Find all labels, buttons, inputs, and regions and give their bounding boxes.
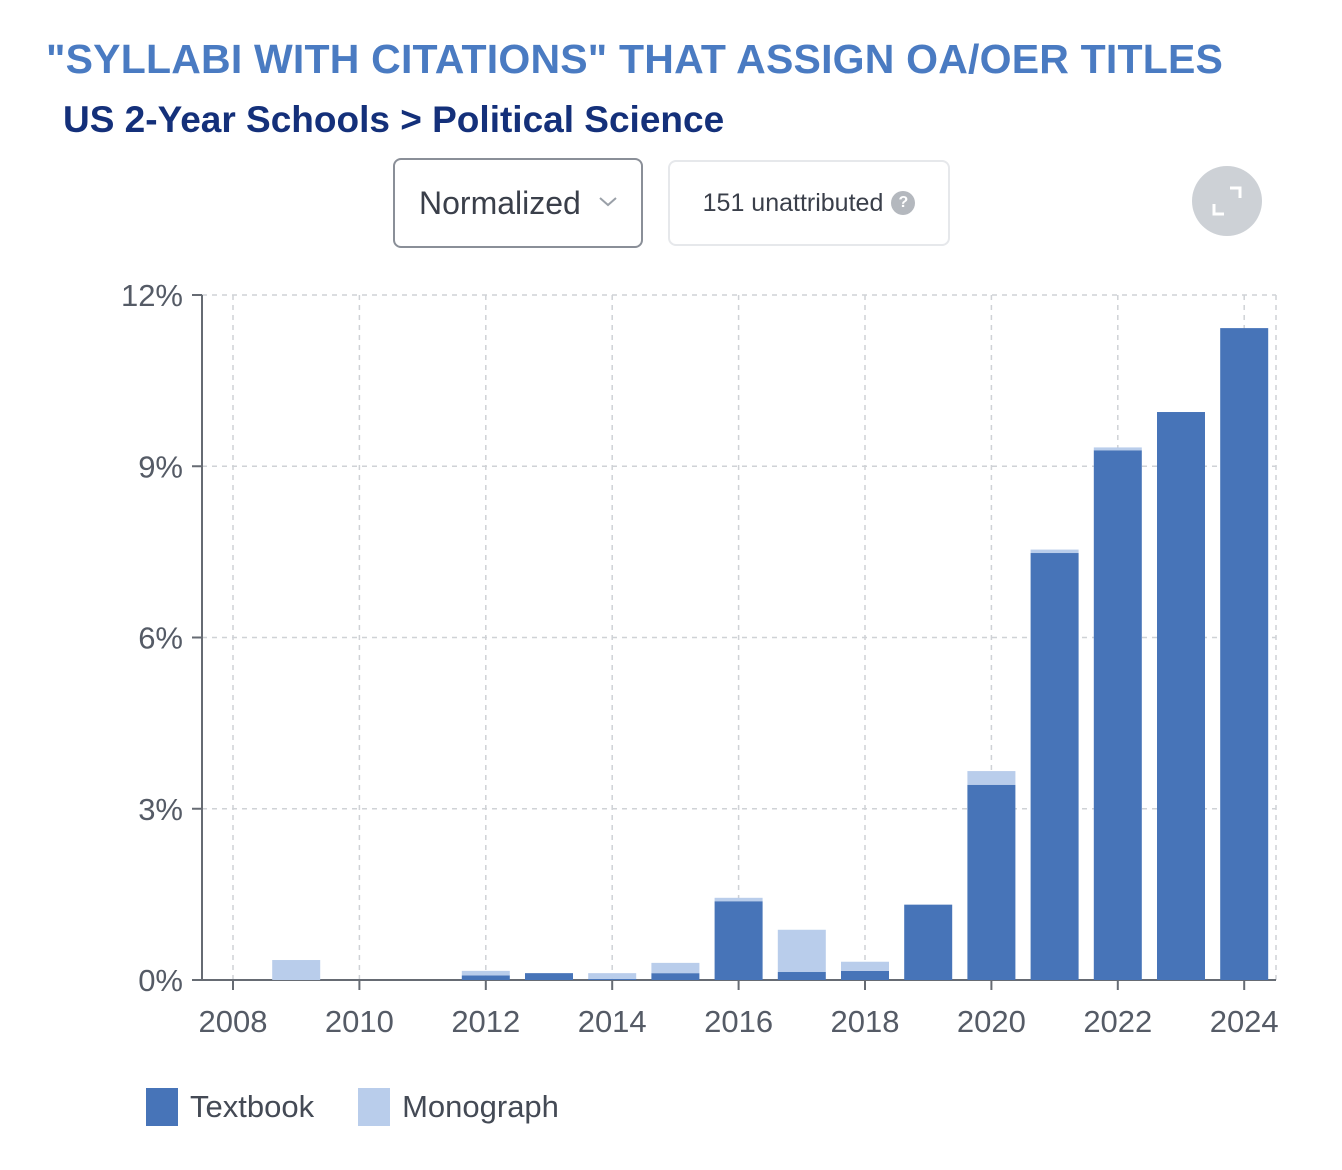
bar-monograph-2020[interactable] — [967, 771, 1016, 785]
bar-monograph-2014[interactable] — [588, 973, 637, 979]
bar-textbook-2015[interactable] — [651, 973, 700, 980]
bar-textbook-2016[interactable] — [714, 901, 763, 980]
x-tick-label: 2014 — [578, 1004, 647, 1039]
bar-monograph-2022[interactable] — [1093, 447, 1142, 451]
expand-icon — [1212, 186, 1242, 216]
chart-title: "SYLLABI WITH CITATIONS" THAT ASSIGN OA/… — [46, 36, 1224, 82]
bar-monograph-2017[interactable] — [777, 929, 826, 973]
bar-chart: 0% 3% 6% 9% 12% 2008 2010 2012 2014 2016 2018 2020 2… — [121, 278, 1279, 1039]
expand-button[interactable] — [1192, 166, 1262, 236]
legend-label-monograph: Monograph — [402, 1089, 559, 1124]
chart-legend: Textbook Monograph — [146, 1088, 603, 1126]
legend-label-textbook: Textbook — [190, 1089, 315, 1124]
bar-textbook-2012[interactable] — [461, 975, 510, 980]
bar-textbook-2024[interactable] — [1220, 328, 1269, 980]
legend-item-monograph[interactable]: Monograph — [358, 1088, 559, 1126]
bar-textbook-2018[interactable] — [841, 970, 889, 980]
x-tick-label: 2010 — [325, 1004, 394, 1039]
help-icon[interactable]: ? — [891, 191, 916, 215]
y-tick-label: 6% — [138, 621, 183, 656]
y-tick-label: 0% — [138, 963, 183, 998]
bar-textbook-2022[interactable] — [1093, 450, 1142, 980]
bar-monograph-2016[interactable] — [714, 897, 763, 902]
bar-textbook-2023[interactable] — [1157, 412, 1205, 980]
chart-subtitle: US 2-Year Schools > Political Science — [63, 99, 725, 140]
x-tick-label: 2018 — [831, 1004, 900, 1039]
unattributed-label: 151 unattributed — [702, 188, 884, 217]
bar-textbook-2020[interactable] — [967, 784, 1016, 980]
bar-monograph-2018[interactable] — [841, 961, 889, 971]
legend-swatch-textbook — [146, 1088, 178, 1126]
x-tick-label: 2024 — [1210, 1004, 1279, 1039]
x-tick-label: 2012 — [451, 1004, 520, 1039]
bar-monograph-2021[interactable] — [1030, 549, 1079, 554]
y-tick-label: 12% — [121, 278, 183, 313]
bar-textbook-2013[interactable] — [525, 973, 573, 980]
bar-monograph-2012[interactable] — [461, 970, 510, 976]
y-tick-label: 3% — [138, 792, 183, 827]
x-tick-label: 2020 — [957, 1004, 1026, 1039]
normalization-select[interactable]: Normalized — [393, 158, 643, 248]
y-tick-label: 9% — [138, 449, 183, 484]
x-tick-label: 2008 — [199, 1004, 268, 1039]
bar-textbook-2017[interactable] — [777, 972, 826, 980]
bar-monograph-2015[interactable] — [651, 962, 700, 974]
chevron-down-icon — [599, 197, 617, 207]
bar-monograph-2009[interactable] — [272, 960, 321, 980]
legend-swatch-monograph — [358, 1088, 391, 1126]
bar-textbook-2019[interactable] — [904, 904, 953, 980]
x-tick-label: 2022 — [1083, 1004, 1152, 1039]
unattributed-button[interactable]: 151 unattributed ? — [668, 160, 950, 246]
bar-textbook-2021[interactable] — [1030, 553, 1079, 980]
bar-textbook-2014[interactable] — [588, 978, 637, 980]
x-tick-label: 2016 — [704, 1004, 773, 1039]
normalization-select-value: Normalized — [419, 184, 581, 221]
legend-item-textbook[interactable]: Textbook — [146, 1088, 314, 1126]
